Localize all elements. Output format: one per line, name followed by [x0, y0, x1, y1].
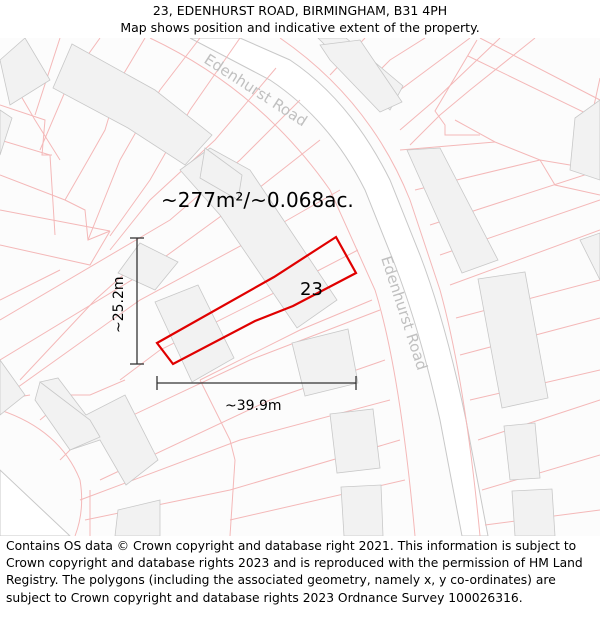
height-dimension-label: ~25.2m: [111, 276, 127, 333]
property-address-title: 23, EDENHURST ROAD, BIRMINGHAM, B31 4PH: [152, 3, 448, 18]
map-subtitle: Map shows position and indicative extent…: [120, 20, 480, 35]
height-dimension: [130, 237, 144, 365]
map-header: 23, EDENHURST ROAD, BIRMINGHAM, B31 4PH …: [0, 0, 600, 38]
copyright-attribution: Contains OS data © Crown copyright and d…: [6, 539, 583, 605]
road-edenhurst: [0, 38, 489, 536]
area-label: ~277m²/~0.068ac.: [161, 188, 354, 212]
property-number-label: 23: [300, 279, 323, 300]
buildings: [0, 38, 600, 536]
property-map[interactable]: Edenhurst Road Edenhurst Road ~277m²/~0.…: [0, 38, 600, 536]
width-dimension-label: ~39.9m: [225, 398, 282, 414]
property-outline[interactable]: [155, 235, 358, 366]
width-dimension: [156, 376, 357, 390]
